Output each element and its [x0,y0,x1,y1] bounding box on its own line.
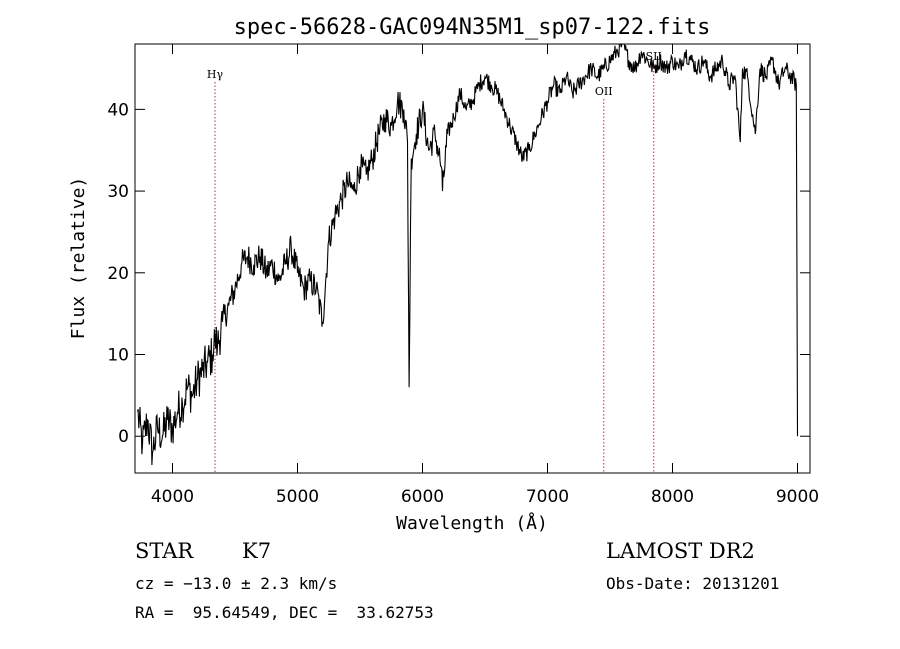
y-tick-label: 20 [107,264,129,284]
y-tick-label: 30 [107,182,129,202]
obs-date-text: Obs-Date: 20131201 [606,574,780,593]
x-tick-label: 5000 [276,487,319,507]
x-tick-label: 4000 [151,487,194,507]
coordinates-text: RA = 95.64549, DEC = 33.62753 [135,603,434,622]
object-class: STAR [135,539,194,563]
plot-frame [134,43,811,474]
y-axis: 0 10 20 30 40 [107,100,810,447]
object-subclass: K7 [242,539,272,563]
y-tick-label: 10 [107,346,129,366]
spectrum-line [136,43,799,466]
y-axis-title: Flux (relative) [68,177,89,340]
spectral-line-label: OII [595,85,613,98]
y-tick-label: 40 [107,100,129,120]
chart-title: spec-56628-GAC094N35M1_sp07-122.fits [234,15,711,40]
survey-label: LAMOST DR2 [606,539,755,563]
x-tick-label: 9000 [776,487,819,507]
x-axis: 4000 5000 6000 7000 8000 9000 [151,44,819,507]
x-axis-title: Wavelength (Å) [396,512,548,534]
x-tick-label: 6000 [401,487,444,507]
redshift-text: cz = −13.0 ± 2.3 km/s [135,574,338,593]
spectral-line-label: Hγ [207,68,224,81]
x-tick-label: 7000 [526,487,569,507]
x-tick-label: 8000 [651,487,694,507]
y-tick-label: 0 [118,427,129,447]
